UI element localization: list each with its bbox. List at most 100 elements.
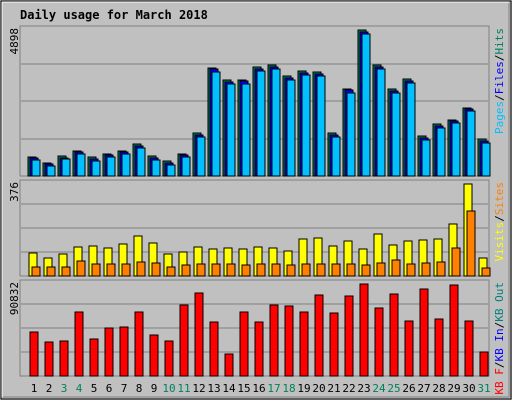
bar-kb-f	[209, 321, 219, 377]
bar-kb-f	[149, 334, 159, 377]
x-tick-label: 21	[327, 382, 340, 395]
legend-top: Pages/Files/Hits	[493, 28, 506, 134]
x-axis-labels: 1 2 3 4 5 6 7 8 9 10 11 12 13 14 15 16 17 18 19 20 21 22 23 24 2…	[31, 382, 491, 395]
legend-part: /	[493, 55, 506, 62]
bar-kb-f	[404, 320, 414, 377]
bar-pages	[271, 68, 281, 177]
bar-kb-f	[284, 305, 294, 377]
x-tick-label: 25	[387, 382, 400, 395]
bars	[27, 29, 491, 377]
bar-kb-f	[89, 338, 99, 377]
x-tick-label: 30	[462, 382, 475, 395]
x-tick-label: 14	[222, 382, 236, 395]
x-tick-label: 11	[177, 382, 190, 395]
bar-pages	[166, 164, 176, 177]
legend-part: /	[493, 362, 506, 369]
bar-sites	[466, 210, 476, 277]
bar-pages	[406, 82, 416, 177]
bar-sites	[136, 261, 146, 277]
legend-bottom: KB F/KB In/KB Out	[493, 282, 506, 395]
bar-pages	[211, 71, 221, 177]
bar-pages	[61, 158, 71, 177]
bar-pages	[256, 70, 266, 177]
legend-part: Visits	[493, 222, 506, 262]
x-tick-label: 24	[372, 382, 386, 395]
bar-pages	[451, 122, 461, 177]
bar-sites	[211, 263, 221, 277]
bar-sites	[361, 264, 371, 277]
bar-pages	[391, 92, 401, 177]
bar-kb-f	[314, 294, 324, 377]
bar-kb-f	[479, 351, 489, 377]
bar-pages	[481, 142, 491, 177]
bar-kb-f	[224, 353, 234, 377]
bar-sites	[421, 262, 431, 277]
bar-sites	[91, 263, 101, 277]
x-tick-label: 16	[252, 382, 265, 395]
legends: Pages/Files/Hits Visits/Sites KB F/KB In/K…	[493, 28, 506, 395]
bar-pages	[436, 127, 446, 177]
x-tick-label: 29	[447, 382, 460, 395]
bar-sites	[256, 263, 266, 277]
x-tick-label: 27	[417, 382, 430, 395]
x-tick-label: 4	[76, 382, 83, 395]
ymax-middle-label: 376	[8, 182, 21, 202]
x-tick-label: 26	[402, 382, 415, 395]
bar-sites	[31, 266, 41, 277]
bar-kb-f	[29, 331, 39, 377]
bar-sites	[226, 263, 236, 277]
bar-sites	[271, 263, 281, 277]
bar-sites	[331, 263, 341, 277]
bar-sites	[436, 261, 446, 277]
bar-pages	[31, 159, 41, 177]
bar-pages	[286, 79, 296, 177]
bar-kb-f	[179, 304, 189, 377]
bar-sites	[376, 262, 386, 277]
x-tick-label: 22	[342, 382, 355, 395]
bar-kb-f	[419, 288, 429, 377]
bar-sites	[316, 263, 326, 277]
x-tick-label: 3	[61, 382, 68, 395]
bar-kb-f	[359, 283, 369, 377]
bar-pages	[301, 74, 311, 177]
x-tick-label: 9	[151, 382, 158, 395]
legend-part: KB F	[493, 368, 506, 395]
bar-kb-f	[59, 340, 69, 377]
bar-sites	[286, 264, 296, 277]
bar-kb-f	[389, 293, 399, 377]
bar-kb-f	[239, 311, 249, 377]
x-tick-label: 12	[192, 382, 205, 395]
legend-middle: Visits/Sites	[493, 182, 506, 262]
bar-sites	[481, 267, 491, 277]
x-tick-label: 13	[207, 382, 220, 395]
bar-pages	[421, 139, 431, 177]
bar-kb-f	[119, 326, 129, 377]
bar-kb-f	[194, 292, 204, 377]
x-tick-label: 20	[312, 382, 325, 395]
bar-pages	[121, 153, 131, 177]
bar-pages	[76, 153, 86, 177]
x-tick-label: 2	[46, 382, 53, 395]
x-tick-label: 18	[282, 382, 295, 395]
bar-kb-f	[434, 318, 444, 377]
bar-kb-f	[104, 327, 114, 377]
bar-kb-f	[44, 341, 54, 377]
x-tick-label: 7	[121, 382, 128, 395]
bar-kb-f	[344, 295, 354, 377]
bar-kb-f	[374, 307, 384, 377]
bar-kb-f	[134, 311, 144, 377]
x-tick-label: 8	[136, 382, 143, 395]
bar-kb-f	[74, 311, 84, 377]
bar-sites	[151, 262, 161, 277]
x-tick-label: 28	[432, 382, 445, 395]
x-tick-label: 15	[237, 382, 250, 395]
bar-pages	[376, 68, 386, 177]
bar-sites	[61, 266, 71, 277]
bar-pages	[91, 160, 101, 177]
x-tick-label: 10	[162, 382, 175, 395]
ymax-bottom-label: 90832	[8, 282, 21, 315]
bar-kb-f	[449, 284, 459, 377]
bar-sites	[46, 266, 56, 277]
